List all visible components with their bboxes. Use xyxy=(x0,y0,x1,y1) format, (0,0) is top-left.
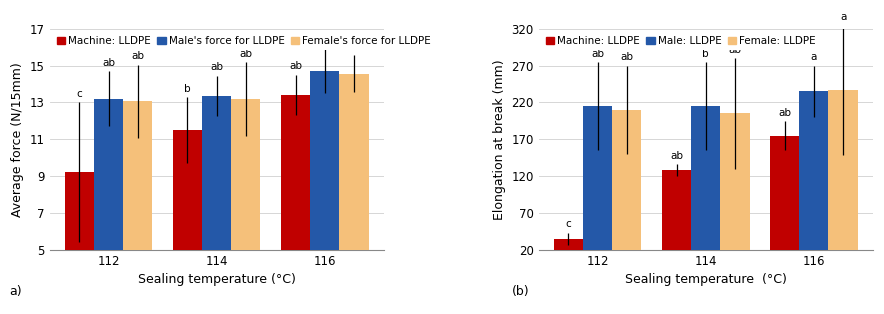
Bar xyxy=(828,90,857,264)
Bar xyxy=(799,91,828,264)
Bar xyxy=(613,110,642,264)
Text: a: a xyxy=(811,52,817,62)
Text: ab: ab xyxy=(670,151,683,161)
Text: a: a xyxy=(840,12,846,22)
Text: ab: ab xyxy=(289,62,302,72)
Text: ab: ab xyxy=(102,58,115,68)
Text: ab: ab xyxy=(621,52,633,62)
Bar xyxy=(553,239,583,264)
Bar xyxy=(94,99,123,314)
X-axis label: Sealing temperature  (°C): Sealing temperature (°C) xyxy=(625,273,787,286)
Legend: Machine: LLDPE, Male's force for LLDPE, Female's force for LLDPE: Machine: LLDPE, Male's force for LLDPE, … xyxy=(53,32,435,50)
Y-axis label: Average force (N/15mm): Average force (N/15mm) xyxy=(11,62,24,217)
Text: a): a) xyxy=(10,285,22,298)
Bar xyxy=(770,136,799,264)
Text: ab: ab xyxy=(728,45,742,55)
Bar xyxy=(691,106,720,264)
Bar xyxy=(310,71,339,314)
Text: ab: ab xyxy=(778,107,791,117)
Text: ab: ab xyxy=(591,49,604,59)
Bar xyxy=(65,172,94,314)
Text: ab: ab xyxy=(240,49,252,59)
Bar xyxy=(202,96,232,314)
Bar xyxy=(662,170,691,264)
Text: c: c xyxy=(566,219,571,230)
Bar xyxy=(339,74,369,314)
Bar xyxy=(583,106,613,264)
Bar xyxy=(232,99,261,314)
Legend: Machine: LLDPE, Male: LLDPE, Female: LLDPE: Machine: LLDPE, Male: LLDPE, Female: LLD… xyxy=(542,32,820,50)
Text: c: c xyxy=(76,89,82,99)
Bar xyxy=(720,113,750,264)
Y-axis label: Elongation at break (mm): Elongation at break (mm) xyxy=(492,59,506,219)
Text: b: b xyxy=(703,49,709,59)
Bar xyxy=(281,95,310,314)
Text: a: a xyxy=(322,36,328,46)
X-axis label: Sealing temperature (°C): Sealing temperature (°C) xyxy=(138,273,295,286)
Bar xyxy=(123,101,152,314)
Text: ab: ab xyxy=(131,51,144,61)
Text: a: a xyxy=(351,42,357,52)
Text: (b): (b) xyxy=(512,285,530,298)
Text: b: b xyxy=(184,84,191,94)
Text: ab: ab xyxy=(210,62,223,73)
Bar xyxy=(173,130,202,314)
